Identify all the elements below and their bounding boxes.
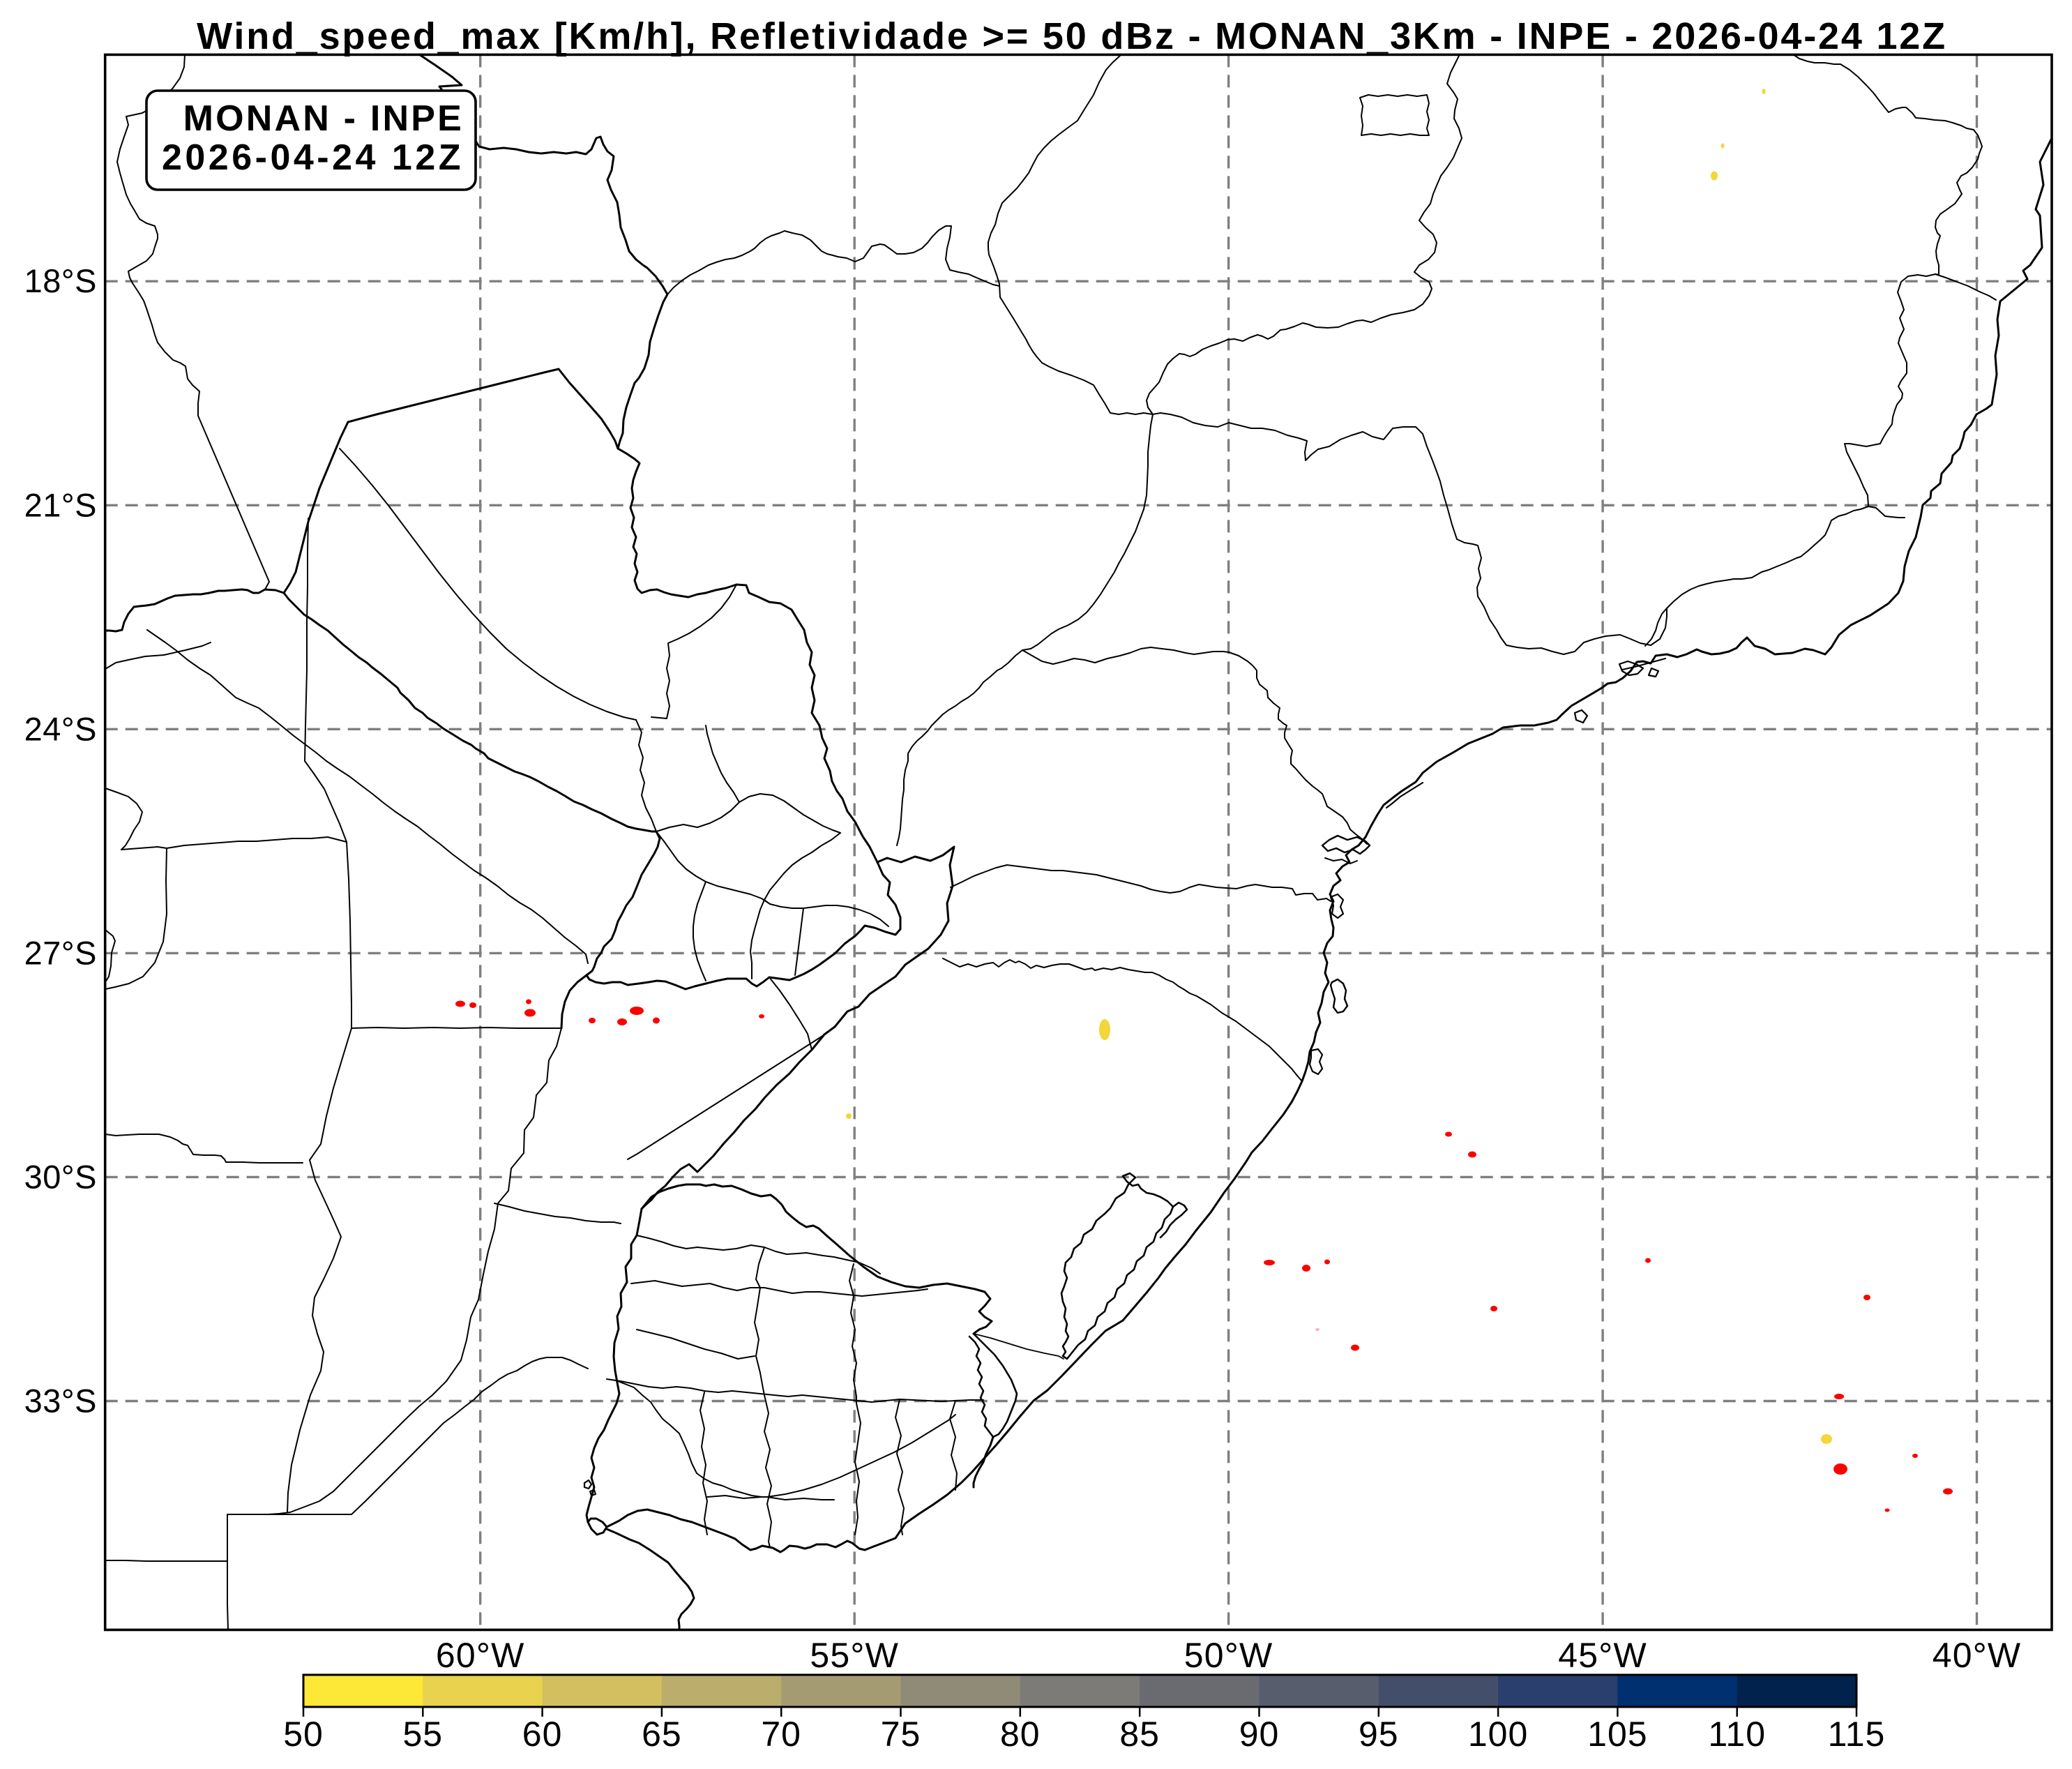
svg-text:95: 95 — [1359, 1715, 1399, 1754]
svg-text:50: 50 — [283, 1715, 324, 1754]
svg-text:55: 55 — [402, 1715, 443, 1754]
svg-text:45°W: 45°W — [1558, 1636, 1647, 1675]
svg-text:115: 115 — [1828, 1715, 1886, 1754]
svg-text:100: 100 — [1468, 1715, 1528, 1754]
svg-text:27°S: 27°S — [24, 934, 97, 971]
svg-text:2026-04-24 12Z: 2026-04-24 12Z — [162, 137, 464, 178]
svg-text:105: 105 — [1587, 1715, 1647, 1754]
svg-text:24°S: 24°S — [24, 710, 97, 747]
svg-text:70: 70 — [761, 1715, 801, 1754]
svg-text:90: 90 — [1239, 1715, 1280, 1754]
svg-text:Wind_speed_max [Km/h], Refleti: Wind_speed_max [Km/h], Refletividade >= … — [197, 15, 1947, 57]
svg-text:21°S: 21°S — [24, 486, 97, 523]
svg-text:65: 65 — [642, 1715, 682, 1754]
svg-text:110: 110 — [1708, 1715, 1766, 1754]
svg-text:50°W: 50°W — [1184, 1636, 1273, 1675]
svg-text:33°S: 33°S — [24, 1383, 97, 1420]
svg-text:18°S: 18°S — [24, 262, 97, 299]
svg-text:85: 85 — [1119, 1715, 1160, 1754]
svg-text:55°W: 55°W — [810, 1636, 899, 1675]
svg-text:75: 75 — [881, 1715, 921, 1754]
svg-text:60°W: 60°W — [436, 1636, 525, 1675]
svg-text:60: 60 — [522, 1715, 563, 1754]
svg-text:80: 80 — [1000, 1715, 1041, 1754]
svg-text:40°W: 40°W — [1933, 1636, 2022, 1675]
svg-text:MONAN - INPE: MONAN - INPE — [183, 98, 464, 139]
svg-text:30°S: 30°S — [24, 1158, 97, 1195]
